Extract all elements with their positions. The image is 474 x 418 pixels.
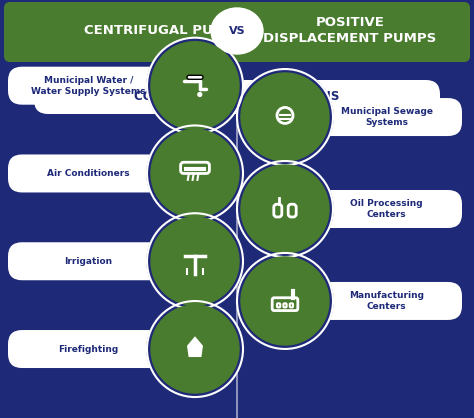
Circle shape xyxy=(147,125,243,222)
Circle shape xyxy=(151,217,239,305)
Text: Municipal Sewage
Systems: Municipal Sewage Systems xyxy=(341,107,433,127)
Circle shape xyxy=(147,38,243,134)
Text: Oil Processing
Centers: Oil Processing Centers xyxy=(350,199,423,219)
FancyBboxPatch shape xyxy=(285,190,462,228)
Text: Firefighting: Firefighting xyxy=(58,344,118,354)
Circle shape xyxy=(241,165,329,253)
Text: Air Conditioners: Air Conditioners xyxy=(47,169,129,178)
Text: VS: VS xyxy=(228,26,246,36)
Circle shape xyxy=(147,213,243,309)
Circle shape xyxy=(241,73,329,161)
Ellipse shape xyxy=(211,8,263,54)
FancyBboxPatch shape xyxy=(34,80,440,114)
Circle shape xyxy=(237,253,333,349)
Circle shape xyxy=(147,301,243,397)
Text: COMMON PUMP APPLICATIONS: COMMON PUMP APPLICATIONS xyxy=(134,91,340,104)
Circle shape xyxy=(151,42,239,130)
FancyBboxPatch shape xyxy=(8,155,195,192)
FancyBboxPatch shape xyxy=(4,2,470,62)
FancyBboxPatch shape xyxy=(285,282,462,320)
Text: Municipal Water /
Water Supply Systems: Municipal Water / Water Supply Systems xyxy=(31,76,146,96)
Circle shape xyxy=(237,69,333,165)
Text: POSITIVE
DISPLACEMENT PUMPS: POSITIVE DISPLACEMENT PUMPS xyxy=(264,16,437,46)
FancyBboxPatch shape xyxy=(8,67,195,104)
FancyBboxPatch shape xyxy=(187,75,203,79)
FancyBboxPatch shape xyxy=(8,330,195,368)
Text: CENTRIFUGAL PUMPS: CENTRIFUGAL PUMPS xyxy=(84,25,246,38)
Circle shape xyxy=(241,257,329,345)
Polygon shape xyxy=(187,336,203,357)
Text: Irrigation: Irrigation xyxy=(64,257,112,266)
FancyBboxPatch shape xyxy=(8,242,195,280)
Circle shape xyxy=(151,305,239,393)
Circle shape xyxy=(198,92,202,97)
Text: Manufacturing
Centers: Manufacturing Centers xyxy=(349,291,424,311)
FancyBboxPatch shape xyxy=(285,98,462,136)
Circle shape xyxy=(151,130,239,217)
Circle shape xyxy=(237,161,333,257)
